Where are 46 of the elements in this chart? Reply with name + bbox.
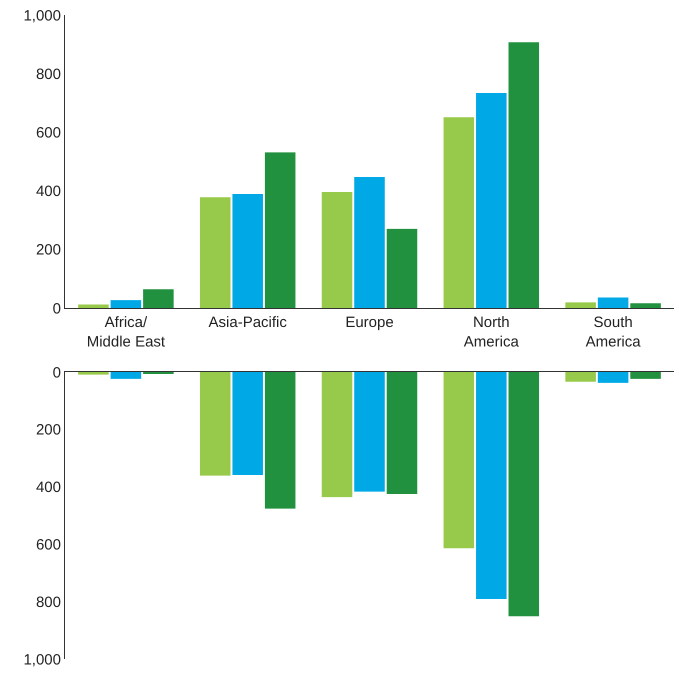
bar [508,42,540,308]
bar [143,289,174,308]
bar [110,372,142,379]
y-tick-label: 600 [36,536,61,554]
bar [476,372,507,600]
x-tick-label: Asia-Pacific [208,314,288,331]
bar [264,152,296,308]
x-tick-label: Africa/ Middle East [86,314,166,350]
bar [354,177,385,308]
bar [386,228,418,308]
y-tick-label: 1,000 [23,651,61,668]
bar [444,372,474,548]
bar [232,194,263,308]
bar [110,300,142,308]
y-tick-label: 200 [36,242,61,259]
bar [508,372,540,616]
bar [78,372,109,375]
bar [232,372,263,476]
x-tick-label: North America [464,314,520,350]
y-tick-label: 0 [52,300,61,318]
bar [78,304,109,308]
y-tick-label: 200 [36,422,61,439]
bar [200,372,230,476]
y-tick-label: 1,000 [23,7,61,24]
bar [444,117,474,308]
y-tick-label: 400 [36,183,61,200]
bar [598,372,628,383]
y-tick-label: 400 [36,479,61,496]
bar [386,372,418,494]
y-tick-label: 0 [52,364,61,382]
bar [630,372,661,379]
bar [264,372,296,509]
bar [476,92,507,308]
bar [565,372,596,382]
bar [354,372,385,492]
y-tick-label: 800 [36,594,61,611]
bar [200,197,230,308]
bar [322,372,352,498]
x-tick-label: Europe [345,314,394,331]
y-tick-label: 800 [36,66,61,83]
bar [322,192,352,308]
bar [598,297,628,308]
y-tick-label: 600 [36,124,61,142]
bar [565,302,596,308]
x-tick-label: South America [586,314,642,350]
bar [630,303,661,308]
